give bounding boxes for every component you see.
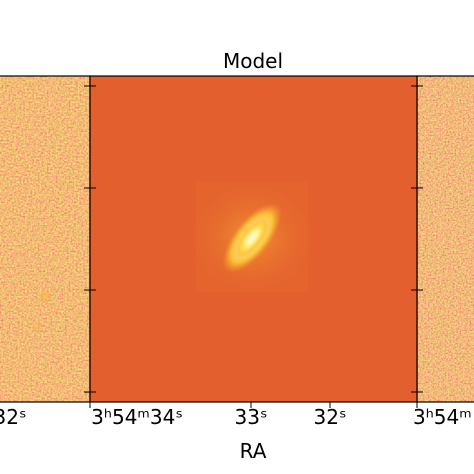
left-panel-source [32, 322, 42, 332]
model-frame [89, 75, 418, 403]
x-tick-label: 32ˢ [0, 405, 26, 429]
chart-title: Model [223, 49, 283, 73]
x-tick-label: 32ˢ [314, 405, 347, 429]
right-panel [417, 76, 474, 402]
left-panel [0, 76, 90, 402]
x-axis-label: RA [240, 439, 267, 463]
left-panel-noise [0, 76, 90, 402]
x-ticks [89, 402, 418, 408]
y-ticks [84, 85, 423, 393]
model-galaxy-core [235, 218, 269, 258]
x-tick-label: 3ʰ54ᵐ [413, 405, 472, 429]
x-tick-label: 3ʰ54ᵐ34ˢ [91, 405, 183, 429]
left-panel-source [38, 291, 52, 303]
right-panel-noise [417, 76, 474, 402]
x-tick-label: 33ˢ [235, 405, 268, 429]
model-panel [90, 76, 417, 402]
